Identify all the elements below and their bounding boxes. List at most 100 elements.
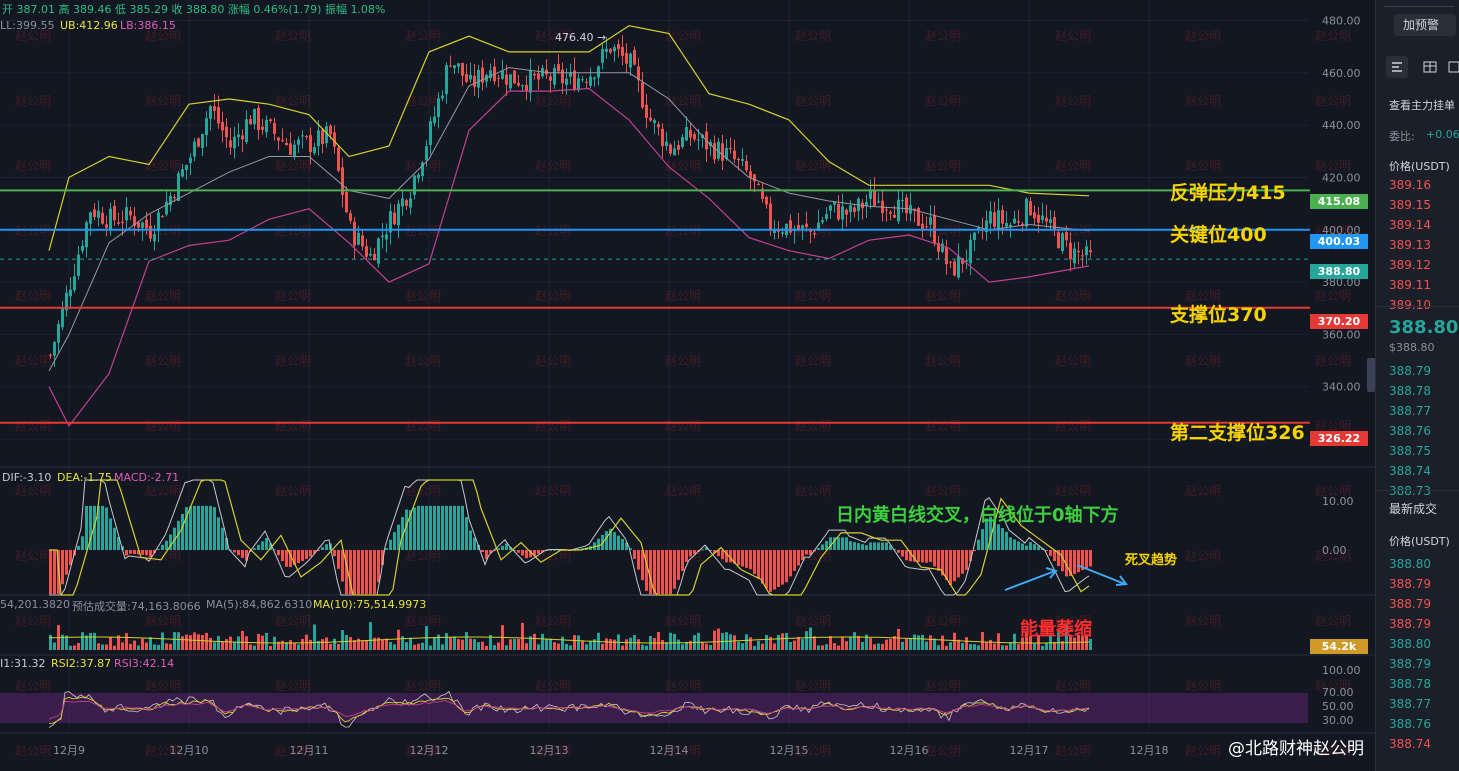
candle-body (989, 211, 992, 224)
peak-label: 476.40 → (555, 31, 607, 44)
depth-title[interactable]: 查看主力挂单 (1389, 99, 1455, 112)
macd-bar (557, 549, 560, 551)
watermark: 赵公明 (1315, 289, 1351, 303)
volume-bar (1053, 641, 1056, 650)
macd-bar (181, 513, 184, 550)
macd-bar (713, 550, 716, 554)
watermark: 赵公明 (275, 289, 311, 303)
macd-bar (489, 550, 492, 554)
volume-bar (925, 641, 928, 650)
candlesticks (49, 35, 1092, 368)
bid-price[interactable]: 388.77 (1389, 404, 1431, 418)
macd-bar (717, 550, 720, 557)
watermark: 赵公明 (275, 744, 311, 758)
volume-bar (993, 643, 996, 650)
ask-price[interactable]: 389.11 (1389, 278, 1431, 292)
macd-bar (761, 550, 764, 584)
volume-bar (733, 635, 736, 650)
candle-body (373, 253, 376, 261)
macd-bar (49, 550, 52, 595)
last-price: 388.80 (1389, 317, 1459, 338)
bid-price[interactable]: 388.78 (1389, 384, 1431, 398)
volume-bar (481, 641, 484, 650)
watermark: 赵公明 (665, 419, 701, 433)
candle-body (421, 162, 424, 177)
candle-body (805, 223, 808, 228)
volume-bar (677, 639, 680, 650)
bid-price[interactable]: 388.75 (1389, 444, 1431, 458)
bid-price[interactable]: 388.73 (1389, 484, 1431, 498)
ask-price[interactable]: 389.15 (1389, 198, 1431, 212)
candle-body (333, 132, 336, 147)
bid-price[interactable]: 388.76 (1389, 424, 1431, 438)
candle-body (49, 354, 52, 356)
grid-icon[interactable] (1446, 56, 1459, 78)
ask-price[interactable]: 389.14 (1389, 218, 1431, 232)
candle-body (57, 323, 60, 343)
volume-bar (193, 632, 196, 650)
macd-bar (665, 550, 668, 595)
macd-bar (1085, 550, 1088, 569)
macd-bar (769, 550, 772, 592)
candle-body (105, 224, 108, 228)
volume-bar (953, 632, 956, 650)
price-chart[interactable]: 480.00 460.00 440.00 420.00 400.00 380.00 360.… (0, 0, 1375, 771)
add-alert-button[interactable]: 加预警 (1394, 14, 1456, 36)
list-icon[interactable] (1386, 56, 1408, 78)
volume-bar (569, 645, 572, 650)
volume-bar (981, 631, 984, 650)
candle-body (393, 212, 396, 225)
volume-bar (341, 630, 344, 650)
ask-price[interactable]: 389.12 (1389, 258, 1431, 272)
ask-price[interactable]: 389.16 (1389, 178, 1431, 192)
candle-body (261, 126, 264, 130)
macd-bar (1053, 550, 1056, 561)
candle-body (573, 70, 576, 90)
trades-header: 价格(USDT) (1389, 535, 1450, 548)
volume-bar (773, 643, 776, 650)
label-400: 400.03 (1310, 234, 1368, 249)
macd-bar (1029, 542, 1032, 550)
volume-bar (285, 642, 288, 650)
ask-price[interactable]: 389.10 (1389, 298, 1431, 312)
candle-body (89, 212, 92, 224)
volume-bar (949, 642, 952, 650)
candle-body (221, 121, 224, 131)
macd-bar (1049, 550, 1052, 556)
volume-bar (1049, 634, 1052, 650)
macd-bar (509, 547, 512, 550)
macd-bar (897, 550, 900, 553)
watermark: 赵公明 (1315, 29, 1351, 43)
volume-bar (245, 636, 248, 650)
candle-body (825, 214, 828, 219)
price-tick: 440.00 (1322, 119, 1361, 132)
candle-body (765, 196, 768, 205)
volume-bar (121, 642, 124, 650)
candle-body (781, 232, 784, 234)
macd-bar (53, 550, 56, 595)
bid-price[interactable]: 388.74 (1389, 464, 1431, 478)
candle-body (285, 142, 288, 146)
macd-bar (853, 542, 856, 550)
macd-bar (549, 549, 552, 551)
volume-bar (265, 632, 268, 650)
macd-bar (473, 537, 476, 550)
ask-price[interactable]: 389.13 (1389, 238, 1431, 252)
volume-bar (525, 643, 528, 650)
watermark: 赵公明 (795, 419, 831, 433)
watermark: 赵公明 (925, 289, 961, 303)
panel-collapse-handle[interactable] (1367, 358, 1375, 392)
watermark: 赵公明 (535, 94, 571, 108)
table-icon[interactable] (1419, 56, 1441, 78)
candle-body (745, 160, 748, 171)
candle-body (1029, 201, 1032, 216)
vol-forecast: 预估成交量:74,163.8066 (72, 600, 201, 613)
x-tick: 12月11 (290, 744, 329, 757)
candle-body (273, 123, 276, 134)
candle-body (737, 158, 740, 161)
macd-bar (465, 517, 468, 550)
bid-price[interactable]: 388.79 (1389, 364, 1431, 378)
candle-body (337, 147, 340, 171)
candle-body (441, 95, 444, 99)
watermark: 赵公明 (925, 354, 961, 368)
